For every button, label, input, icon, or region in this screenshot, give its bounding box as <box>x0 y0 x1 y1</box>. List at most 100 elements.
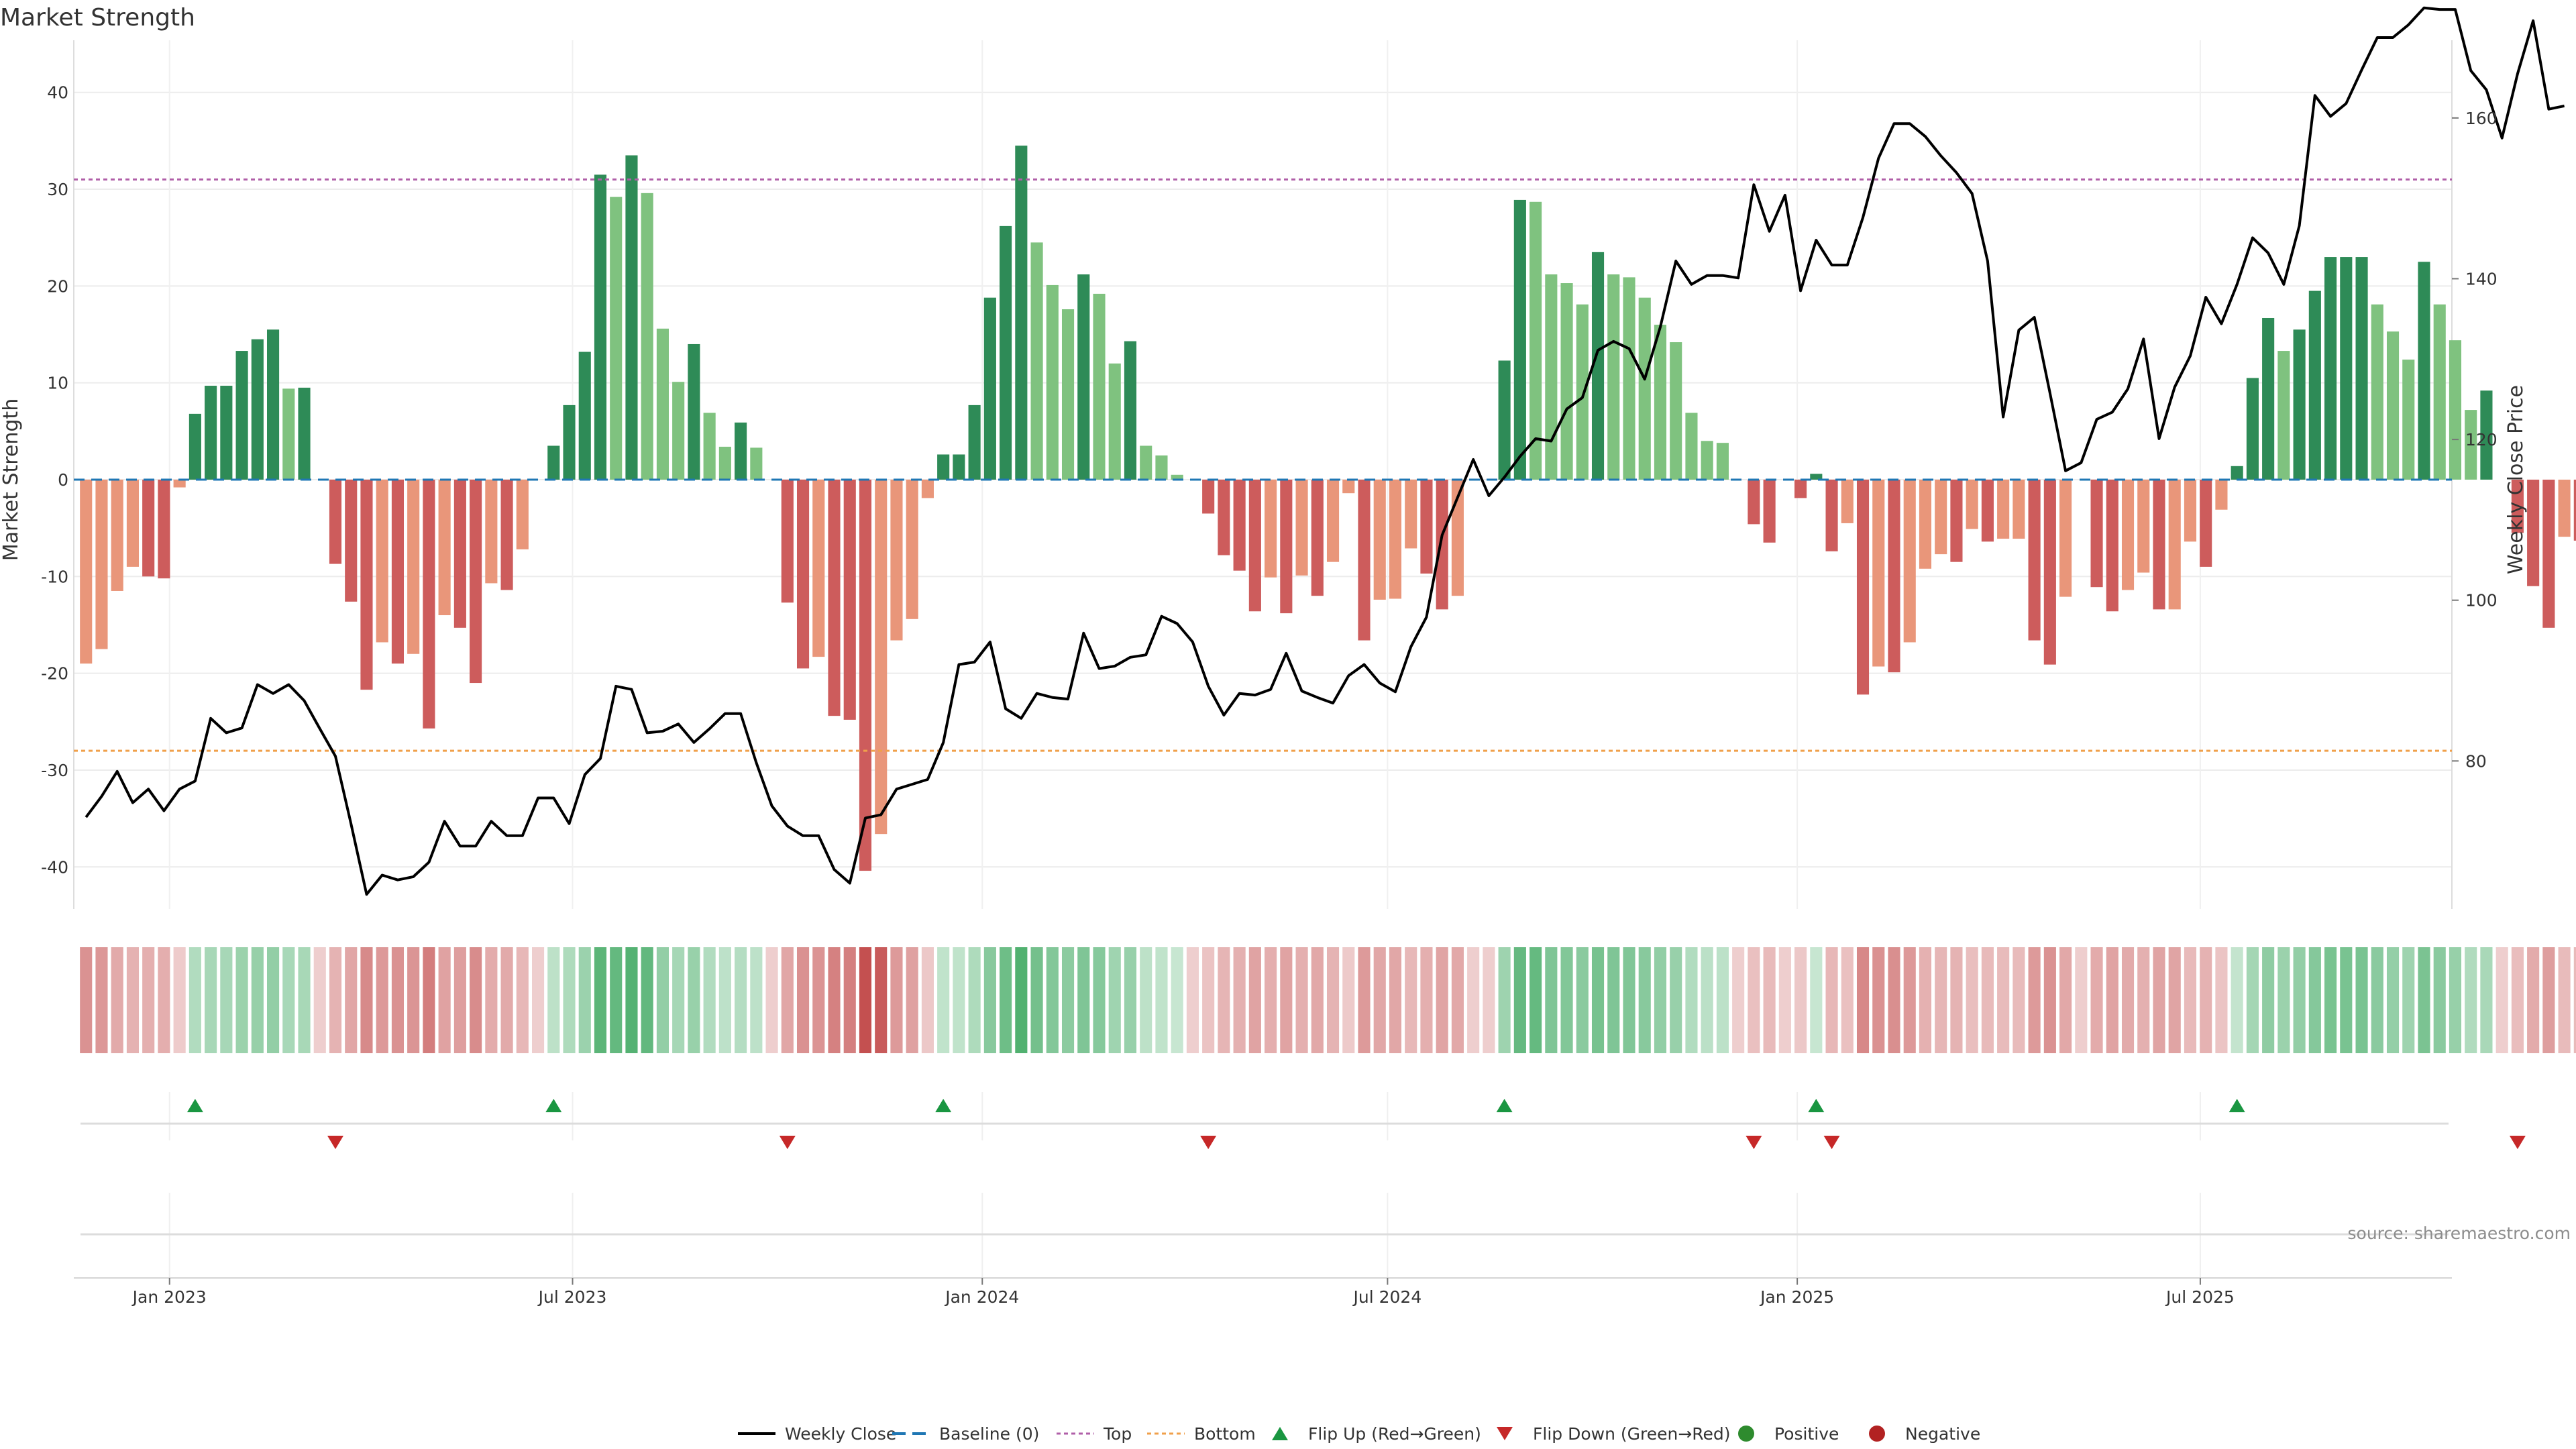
strength-bar <box>1748 480 1760 525</box>
strength-bar <box>2277 351 2290 480</box>
strength-cell <box>500 947 513 1053</box>
strength-cell <box>1825 947 1838 1053</box>
strength-bar <box>2262 317 2275 480</box>
strength-bar <box>2371 304 2383 480</box>
strength-cell <box>1872 947 1885 1053</box>
strength-bar <box>1701 441 1713 480</box>
legend-item-flip_up: Flip Up (Red→Green) <box>1272 1424 1481 1444</box>
strength-bar <box>1966 480 1978 529</box>
strength-cell <box>95 947 108 1053</box>
strength-cell <box>142 947 155 1053</box>
strength-cell <box>2527 947 2540 1053</box>
strength-cell <box>2200 947 2212 1053</box>
strength-bar <box>1685 413 1698 480</box>
strength-cell <box>1935 947 1947 1053</box>
strength-bar <box>1000 225 1012 480</box>
strength-bar <box>2340 257 2353 480</box>
strength-cell <box>1654 947 1667 1053</box>
left-tick-label: -30 <box>41 761 68 780</box>
strength-cell <box>796 947 810 1053</box>
strength-bar <box>205 386 217 480</box>
strength-cell <box>126 947 140 1053</box>
strength-bar <box>500 480 513 590</box>
strength-bar <box>750 447 763 480</box>
left-tick-label: 40 <box>47 83 68 103</box>
strength-cell <box>1295 947 1308 1053</box>
x-axis-ticks: Jan 2023 Jul 2023 Jan 2024 Jul 2024 Jan 2025… <box>131 1278 2235 1307</box>
strength-bar <box>1124 341 1137 480</box>
strength-cell <box>2480 947 2493 1053</box>
strength-cell <box>2028 947 2041 1053</box>
strength-bar <box>1233 480 1246 571</box>
strength-bar <box>1950 480 1963 562</box>
strength-bar <box>2184 480 2197 542</box>
strength-cell <box>1467 947 1480 1053</box>
strength-cell <box>1373 947 1386 1053</box>
strength-bar <box>1295 480 1308 576</box>
strength-bar <box>859 480 872 871</box>
left-tick-label: 20 <box>47 276 68 296</box>
strength-bar <box>1311 480 1324 596</box>
strength-bar <box>142 480 155 577</box>
strength-bar <box>921 480 934 498</box>
strength-bar <box>360 480 373 690</box>
strength-cell <box>1015 947 1028 1053</box>
strength-bar <box>80 480 93 664</box>
flip-panel <box>186 1099 2526 1149</box>
strength-bar <box>843 480 856 720</box>
strength-bar <box>1265 480 1277 578</box>
strength-bar <box>1358 480 1371 641</box>
strength-cell <box>282 947 295 1053</box>
strength-bar <box>1529 201 1542 480</box>
strength-bar <box>735 422 747 480</box>
strength-cell <box>329 947 342 1053</box>
left-tick-label: -40 <box>41 857 68 877</box>
legend-swatch <box>1869 1426 1885 1442</box>
flip-down-marker <box>327 1136 343 1149</box>
strength-bar <box>2433 304 2446 480</box>
x-tick-label: Jan 2024 <box>944 1287 1019 1307</box>
strength-cell <box>1685 947 1698 1053</box>
strength-bar <box>2418 262 2430 480</box>
legend-item-close: Weekly Close <box>738 1424 896 1444</box>
x-tick-label: Jul 2023 <box>537 1287 607 1307</box>
strength-cell <box>1358 947 1371 1053</box>
strength-bar <box>235 351 248 480</box>
strength-cell <box>266 947 280 1053</box>
flip-down-marker <box>2509 1136 2526 1149</box>
strength-bar <box>1763 480 1776 543</box>
strength-cell <box>1077 947 1090 1053</box>
strength-cell <box>1732 947 1745 1053</box>
strength-bar <box>2511 480 2524 533</box>
strength-bar <box>1513 199 1526 480</box>
strength-bar <box>796 480 810 669</box>
strength-bar <box>95 480 108 649</box>
strength-cell <box>2511 947 2524 1053</box>
strength-cell <box>2371 947 2383 1053</box>
strength-cell <box>2168 947 2181 1053</box>
strength-cell <box>2340 947 2353 1053</box>
strength-bar <box>1061 309 1075 480</box>
strength-cell <box>2075 947 2088 1053</box>
strength-bar <box>937 454 950 480</box>
strength-cell <box>890 947 903 1053</box>
strength-bar <box>158 480 170 579</box>
strength-bar <box>1405 480 1417 549</box>
flip-down-marker <box>1200 1136 1217 1149</box>
strength-cell <box>703 947 716 1053</box>
strength-bar <box>2449 340 2462 480</box>
legend-item-positive: Positive <box>1738 1424 1839 1444</box>
strength-bar <box>547 445 560 480</box>
flip-down-marker <box>1823 1136 1840 1149</box>
strength-cell <box>1171 947 1183 1053</box>
strength-cell <box>80 947 93 1053</box>
legend-item-top: Top <box>1057 1424 1132 1444</box>
strength-bar <box>1108 363 1121 480</box>
strength-bar <box>2121 480 2135 590</box>
strength-cell <box>1607 947 1620 1053</box>
x-tick-label: Jul 2025 <box>2165 1287 2235 1307</box>
strength-bar <box>1077 274 1090 480</box>
strength-cell <box>2262 947 2275 1053</box>
strength-cell <box>688 947 700 1053</box>
